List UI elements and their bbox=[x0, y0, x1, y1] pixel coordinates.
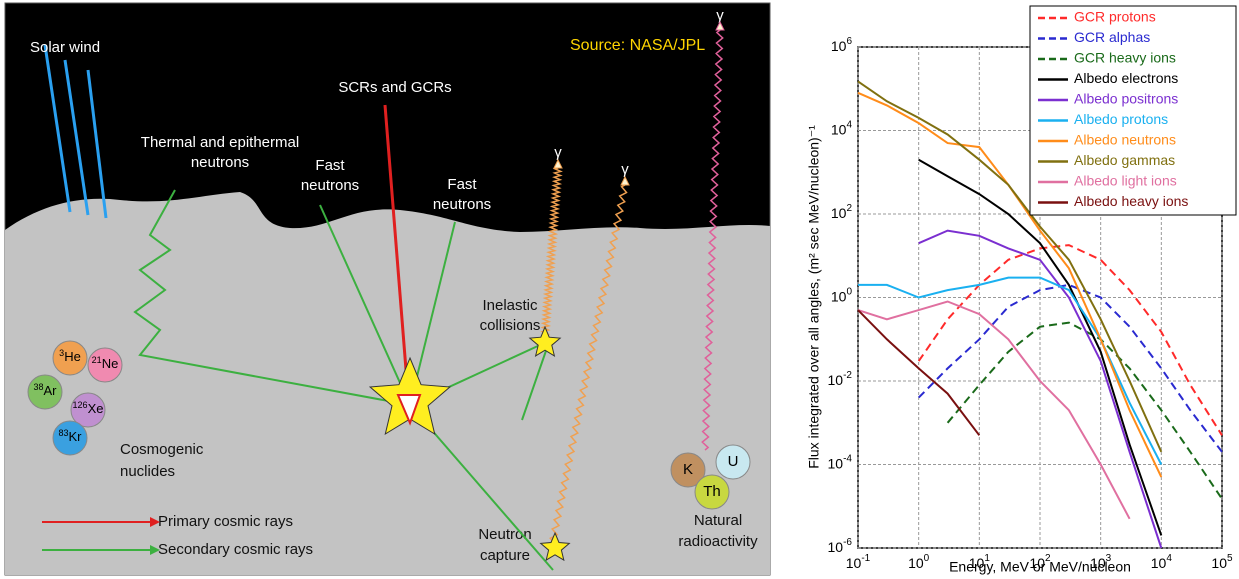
legend-label: GCR heavy ions bbox=[1074, 50, 1176, 66]
label: neutrons bbox=[301, 177, 359, 194]
ground bbox=[5, 192, 770, 575]
y-tick-label: 10-4 bbox=[828, 453, 853, 471]
legend-label: GCR protons bbox=[1074, 9, 1156, 25]
legend-label: Primary cosmic rays bbox=[158, 513, 293, 530]
y-tick-label: 100 bbox=[831, 286, 853, 304]
legend-label: GCR alphas bbox=[1074, 29, 1150, 45]
label: capture bbox=[480, 547, 530, 564]
legend-label: Albedo protons bbox=[1074, 111, 1168, 127]
label: Thermal and epithermal bbox=[141, 134, 299, 151]
legend-label: Albedo gammas bbox=[1074, 152, 1175, 168]
label: radioactivity bbox=[678, 533, 758, 550]
y-tick-label: 104 bbox=[831, 119, 853, 137]
x-tick-label: 10-1 bbox=[846, 553, 871, 571]
legend-label: Albedo neutrons bbox=[1074, 132, 1176, 148]
label: nuclides bbox=[120, 463, 175, 480]
element: Ar bbox=[44, 383, 58, 398]
legend-label: Albedo light ions bbox=[1074, 173, 1177, 189]
label: Fast bbox=[447, 176, 477, 193]
legend-label: Albedo electrons bbox=[1074, 70, 1178, 86]
legend-label: Albedo positrons bbox=[1074, 91, 1178, 107]
y-tick-label: 10-6 bbox=[828, 537, 853, 555]
element-label: U bbox=[728, 453, 739, 470]
label: γ bbox=[621, 161, 629, 178]
element-label: K bbox=[683, 461, 693, 478]
label: neutrons bbox=[191, 154, 249, 171]
element: He bbox=[64, 349, 81, 364]
label: Fast bbox=[315, 157, 345, 174]
element: Xe bbox=[88, 401, 104, 416]
source: Source: NASA/JPL bbox=[570, 37, 705, 54]
y-tick-label: 102 bbox=[831, 203, 853, 221]
legend-label: Secondary cosmic rays bbox=[158, 541, 313, 558]
element: Kr bbox=[69, 429, 83, 444]
label: Cosmogenic bbox=[120, 441, 204, 458]
element: Ne bbox=[102, 356, 119, 371]
y-tick-label: 106 bbox=[831, 36, 853, 54]
mass-number: 21 bbox=[92, 355, 102, 365]
mass-number: 38 bbox=[33, 382, 43, 392]
legend-label: Albedo heavy ions bbox=[1074, 193, 1188, 209]
page: Solar wind Source: NASA/JPL SCRs and GCR… bbox=[0, 0, 1239, 579]
label: Natural bbox=[694, 512, 742, 529]
y-tick-label: 10-2 bbox=[828, 370, 853, 388]
label: γ bbox=[554, 144, 562, 161]
mass-number: 126 bbox=[73, 400, 88, 410]
diagram: Solar wind Source: NASA/JPL SCRs and GCR… bbox=[5, 3, 770, 575]
element-label: Th bbox=[703, 483, 721, 500]
label: Neutron bbox=[478, 526, 531, 543]
mass-number: 83 bbox=[58, 428, 68, 438]
label: Solar wind bbox=[30, 39, 100, 56]
label: SCRs and GCRs bbox=[338, 79, 451, 96]
chart: Energy, MeV or MeV/nucleon Flux integrat… bbox=[806, 6, 1236, 575]
x-tick-label: 100 bbox=[908, 553, 930, 571]
x-tick-label: 104 bbox=[1151, 553, 1173, 571]
label: Inelastic bbox=[482, 297, 538, 314]
label: neutrons bbox=[433, 196, 491, 213]
y-axis-label: Flux integrated over all angles, (m² sec… bbox=[806, 125, 822, 469]
x-tick-label: 105 bbox=[1211, 553, 1233, 571]
label: collisions bbox=[480, 317, 541, 334]
